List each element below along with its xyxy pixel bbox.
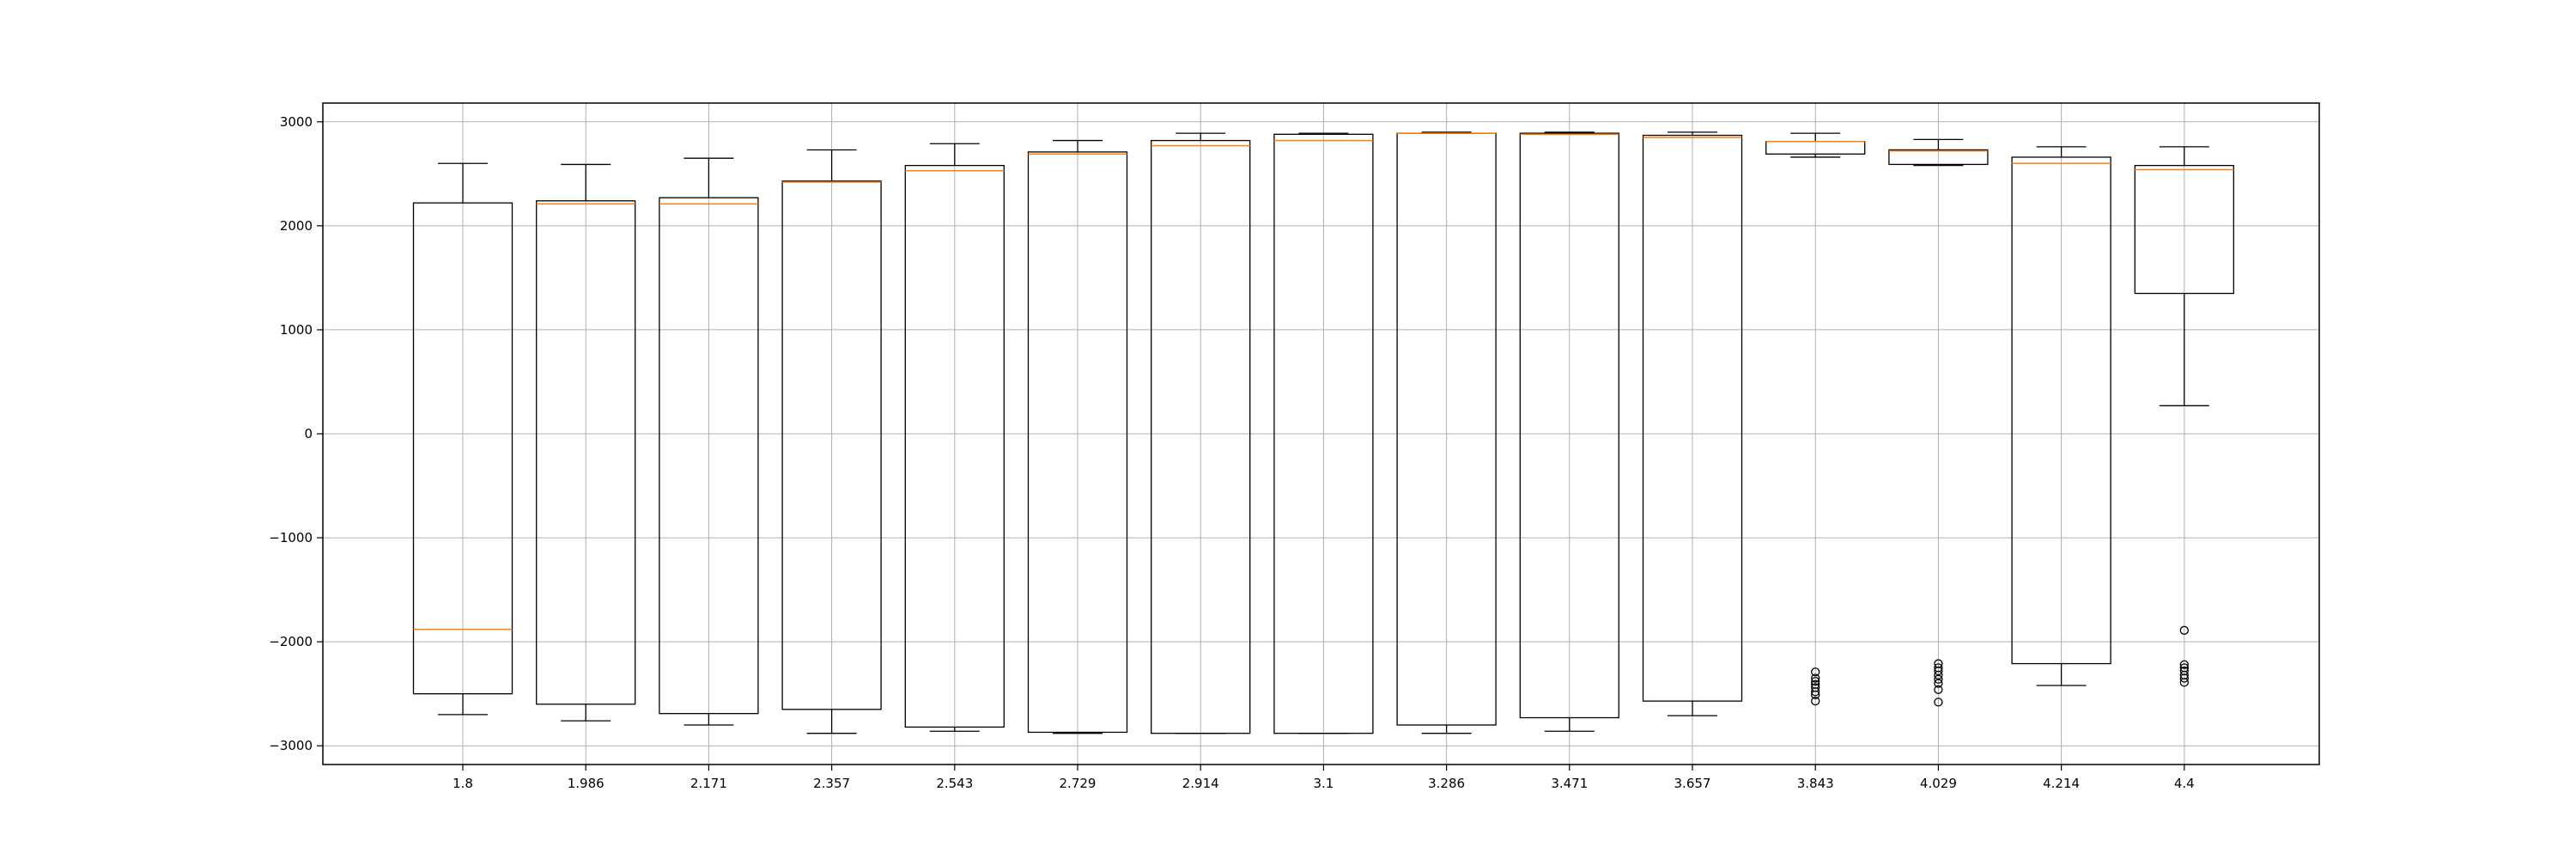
box-2.357	[781, 149, 882, 734]
iqr-box	[2134, 164, 2234, 295]
box-2.729	[1027, 139, 1128, 734]
y-tick-label: −3000	[269, 738, 313, 753]
box-4.214	[2011, 146, 2111, 686]
y-tick-label: −2000	[269, 634, 313, 649]
grid-lines	[323, 103, 2319, 765]
iqr-box	[1519, 132, 1619, 719]
outlier-point	[2179, 625, 2189, 635]
y-tick-label: −1000	[269, 530, 313, 545]
x-tick-label: 3.471	[1551, 776, 1588, 791]
outlier-point	[1811, 687, 1820, 697]
x-tick-label: 2.543	[936, 776, 973, 791]
box-2.914	[1151, 132, 1251, 734]
x-tick-label: 2.914	[1182, 776, 1219, 791]
x-tick-label: 1.8	[453, 776, 473, 791]
outlier-point	[1934, 666, 1943, 676]
x-tick-label: 2.171	[690, 776, 727, 791]
iqr-box	[904, 164, 1005, 728]
y-tick-label: 2000	[280, 218, 313, 234]
box-3.471	[1519, 131, 1619, 732]
outlier-point	[1934, 674, 1943, 684]
iqr-box	[1642, 134, 1743, 702]
outlier-point	[1811, 667, 1820, 677]
box-1.8	[412, 162, 513, 716]
iqr-box	[1888, 149, 1989, 166]
x-tick-label: 4.029	[1920, 776, 1957, 791]
outlier-point	[2179, 678, 2189, 687]
box-4.4	[2134, 146, 2234, 687]
iqr-box	[1273, 133, 1374, 734]
x-tick-label: 2.357	[813, 776, 850, 791]
box-1.986	[536, 163, 636, 722]
box-4.029	[1888, 138, 1989, 707]
boxes	[412, 131, 2234, 734]
iqr-box	[1027, 151, 1128, 734]
outlier-point	[1934, 670, 1943, 680]
box-3.843	[1765, 132, 1866, 706]
iqr-box	[412, 202, 513, 695]
outlier-point	[1934, 679, 1943, 688]
iqr-box	[1151, 139, 1251, 734]
outlier-point	[1811, 673, 1820, 683]
x-tick-label: 4.4	[2174, 776, 2195, 791]
axes: −3000 −2000 −1000 0 1000 2000 3000 1.8 1.986 2.17…	[269, 114, 2194, 791]
x-tick-label: 3.657	[1674, 776, 1711, 791]
x-tick-label: 2.729	[1060, 776, 1097, 791]
x-tick-label: 4.214	[2043, 776, 2080, 791]
y-tick-label: 0	[304, 426, 313, 442]
x-tick-label: 3.1	[1313, 776, 1334, 791]
box-3.286	[1396, 131, 1497, 734]
outlier-point	[1934, 698, 1943, 707]
x-tick-label: 3.286	[1428, 776, 1465, 791]
x-tick-label: 3.843	[1797, 776, 1834, 791]
box-2.171	[659, 157, 759, 726]
iqr-box	[659, 197, 759, 715]
y-tick-label: 3000	[280, 114, 313, 130]
plot-area-frame	[322, 102, 2320, 765]
x-tick-label: 1.986	[568, 776, 605, 791]
iqr-box	[781, 180, 882, 710]
iqr-box	[2011, 156, 2111, 665]
y-tick-label: 1000	[280, 322, 313, 338]
outlier-point	[1934, 685, 1943, 694]
outlier-point	[1811, 696, 1820, 706]
iqr-box	[536, 200, 636, 705]
outlier-point	[1811, 676, 1820, 686]
box-3.1	[1273, 132, 1374, 734]
outlier-point	[2179, 673, 2189, 683]
box-2.543	[904, 143, 1005, 732]
box-3.657	[1642, 131, 1743, 716]
outlier-point	[1811, 690, 1820, 700]
outlier-point	[2179, 660, 2189, 669]
